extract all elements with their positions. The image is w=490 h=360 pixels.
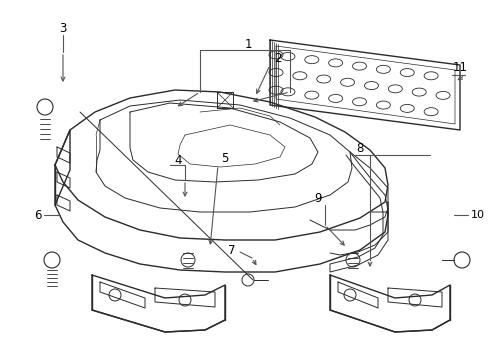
Text: 2: 2 [274,51,282,64]
Text: 11: 11 [452,60,467,73]
Text: 9: 9 [314,192,322,204]
Text: 10: 10 [471,210,485,220]
Text: 5: 5 [221,152,229,165]
Text: 4: 4 [174,153,182,166]
Text: 8: 8 [356,141,364,154]
Text: 3: 3 [59,22,67,35]
Text: 6: 6 [34,208,42,221]
Text: 7: 7 [228,243,236,256]
Text: 1: 1 [244,37,252,50]
